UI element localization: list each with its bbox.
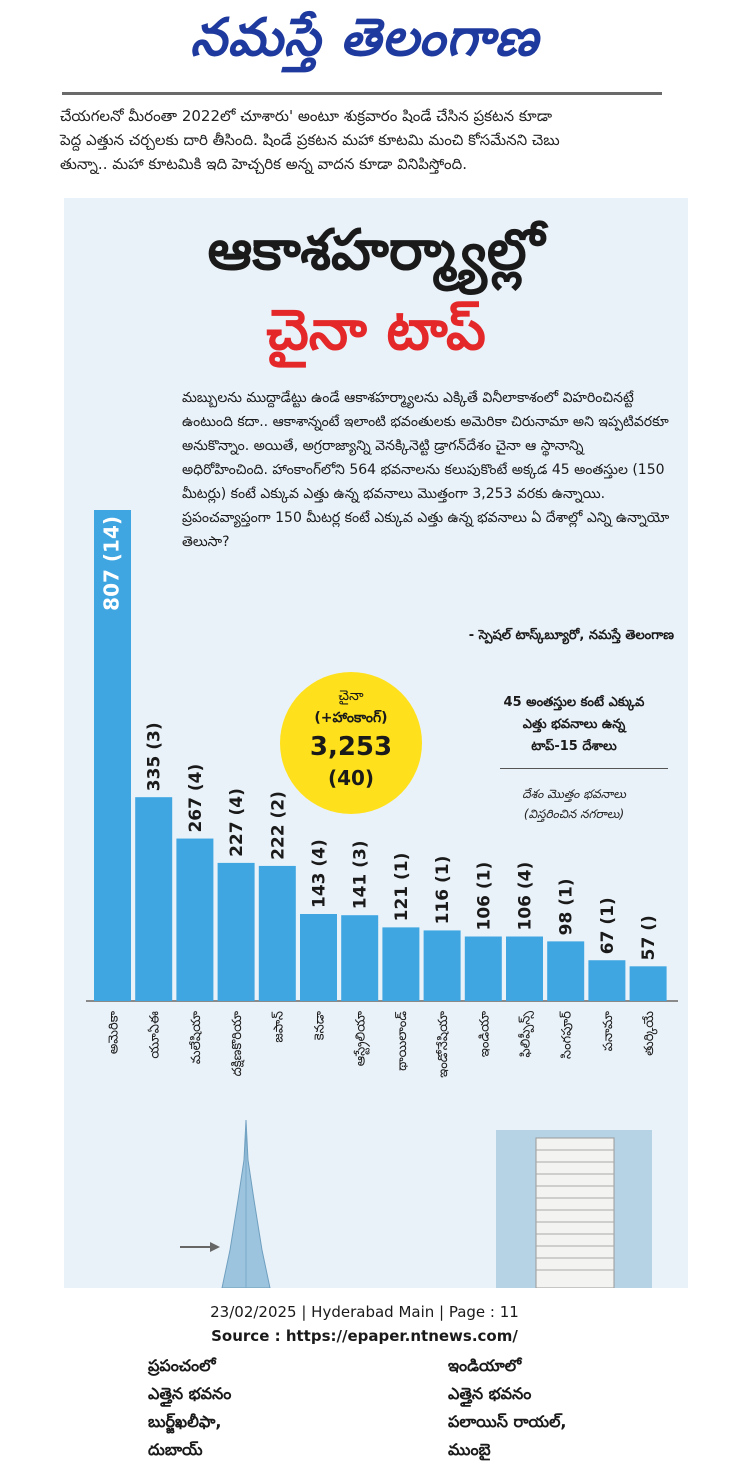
intro-line: చేయగలనో మీరంతా 2022లో చూశారు' అంటూ శుక్ర… (60, 107, 552, 125)
bar (423, 930, 461, 1001)
china-callout-note: (+హాంకాంగ్) (314, 710, 388, 726)
bar-value-label: 98 (1) (557, 878, 577, 935)
category-label: దక్షిణకొరియా (230, 1011, 245, 1076)
headline-skyscrapers: ఆకాశహర్మ్యాల్లో (207, 218, 545, 283)
intro-line: పెద్ద ఎత్తున చర్చలకు దారి తీసింది. షిండే… (60, 131, 560, 149)
bar (341, 915, 379, 1001)
bar (135, 797, 173, 1001)
bar (258, 865, 296, 1001)
palais-royale-illustration (496, 1130, 652, 1289)
bar-value-label: 67 (1) (598, 897, 618, 954)
bar-value-label: 106 (4) (516, 862, 536, 931)
category-label: పనామా (601, 1011, 616, 1051)
bar-value-label: 121 (1) (392, 853, 412, 922)
bar-value-label: 116 (1) (433, 856, 453, 925)
arrow-icon (180, 1242, 220, 1252)
category-label: ఫిలిప్పీన్స్ (518, 1010, 535, 1057)
bar (217, 862, 255, 1001)
byline: - స్పెషల్ టాస్క్‌బ్యూరో, నమస్తే తెలంగాణ (468, 628, 674, 643)
category-label: అమెరికా (107, 1010, 122, 1054)
caption-line: ఇండియాలో (448, 1356, 522, 1375)
bar-value-label: 807 (14) (100, 516, 124, 611)
china-callout: చైనా (+హాంకాంగ్) 3,253 (40) (280, 672, 422, 814)
category-label: థాయిలాండ్ (395, 1011, 410, 1071)
bar-value-label: 57 () (639, 915, 659, 960)
bar-value-label: 141 (3) (351, 840, 371, 909)
caption-line: పలాయిస్ రాయల్, (448, 1412, 567, 1431)
bar (547, 941, 585, 1001)
bar-value-label: 335 (3) (145, 722, 165, 791)
infographic-panel: ఆకాశహర్మ్యాల్లో చైనా టాప్ మబ్బులను ముద్ద… (64, 198, 688, 1459)
category-label: తుర్కియే (642, 1011, 658, 1056)
caption-line: దుబాయ్ (148, 1440, 203, 1459)
bar-value-label: 227 (4) (227, 788, 247, 857)
caption-line: ఎత్తైన భవనం (448, 1384, 532, 1403)
category-label: ఆస్ట్రేలియా (354, 1011, 371, 1066)
article-body: మబ్బులను ముద్దాడేట్టు ఉండే ఆకాశహర్మ్యాలన… (182, 390, 670, 550)
footer-source: Source : https://epaper.ntnews.com/ (211, 1327, 518, 1345)
category-label: కెనడా (313, 1010, 328, 1040)
caption-line: ముంబై (448, 1440, 491, 1459)
legend-subtitle: దేశం మొత్తం భవనాలు (విస్తరించిన నగరాలు) (464, 784, 684, 824)
india-tallest-caption: ఇండియాలో ఎత్తైన భవనం పలాయిస్ రాయల్, ముంబ… (448, 1352, 568, 1464)
caption-line: ఎత్తైన భవనం (148, 1384, 232, 1403)
skyscraper-bar-chart: 807 (14) అమెరికా 335 (3) యూఏఈ 267 (4) మలేషియా… (86, 510, 678, 1078)
masthead-title: నమస్తే తెలంగాణ (190, 8, 539, 68)
intro-line: తున్నా.. మహా కూటమికి ఇది హెచ్చరిక అన్న వ… (60, 155, 467, 173)
bar-value-label: 106 (1) (474, 862, 494, 931)
legend-subtitle-line: (విస్తరించిన నగరాలు) (523, 807, 625, 821)
bar-value-label: 267 (4) (186, 764, 206, 833)
intro-text: చేయగలనో మీరంతా 2022లో చూశారు' అంటూ శుక్ర… (60, 104, 695, 176)
legend-subtitle-line: దేశం మొత్తం భవనాలు (522, 787, 626, 801)
bar (94, 510, 131, 1001)
footer-dateline: 23/02/2025 | Hyderabad Main | Page : 11 (210, 1303, 519, 1321)
bar (464, 936, 502, 1001)
bar (588, 960, 626, 1001)
masthead-rule (62, 92, 662, 95)
china-callout-cities: (40) (327, 766, 375, 790)
building-icon (535, 1137, 615, 1289)
masthead: నమస్తే తెలంగాణ (0, 0, 729, 100)
china-callout-name: చైనా (338, 688, 364, 704)
bar (382, 927, 420, 1001)
legend-rule (500, 768, 668, 769)
caption-line: ప్రపంచంలో (148, 1356, 216, 1375)
headline-china-top: చైనా టాప్ (266, 298, 486, 363)
bar (176, 838, 214, 1001)
category-label: ఇండియా (477, 1011, 492, 1057)
legend-title: 45 అంతస్తుల కంటే ఎక్కువ ఎత్తు భవనాలు ఉన్… (464, 692, 684, 758)
category-label: మలేషియా (189, 1011, 204, 1064)
bar (506, 936, 543, 1001)
legend-title-line: 45 అంతస్తుల కంటే ఎక్కువ (503, 695, 645, 710)
world-tallest-caption: ప్రపంచంలో ఎత్తైన భవనం బుర్జ్‌ఖలీఫా, దుబా… (148, 1352, 298, 1464)
category-label: జపాన్ (271, 1011, 286, 1043)
bar (629, 966, 667, 1001)
bar-value-label: 143 (4) (310, 839, 330, 908)
burj-khalifa-illustration (221, 1120, 271, 1288)
bar (300, 913, 337, 1001)
china-callout-value: 3,253 (309, 732, 393, 762)
category-label: ఇండోనేషియా (435, 1011, 451, 1078)
category-label: యూఏఈ (148, 1011, 163, 1059)
category-label: సింగపూర్ (560, 1011, 575, 1059)
bar-value-label: 222 (2) (268, 791, 288, 860)
legend-title-line: టాప్-15 దేశాలు (531, 739, 617, 754)
legend-title-line: ఎత్తు భవనాలు ఉన్న (522, 717, 626, 732)
caption-line: బుర్జ్‌ఖలీఫా, (148, 1412, 222, 1431)
